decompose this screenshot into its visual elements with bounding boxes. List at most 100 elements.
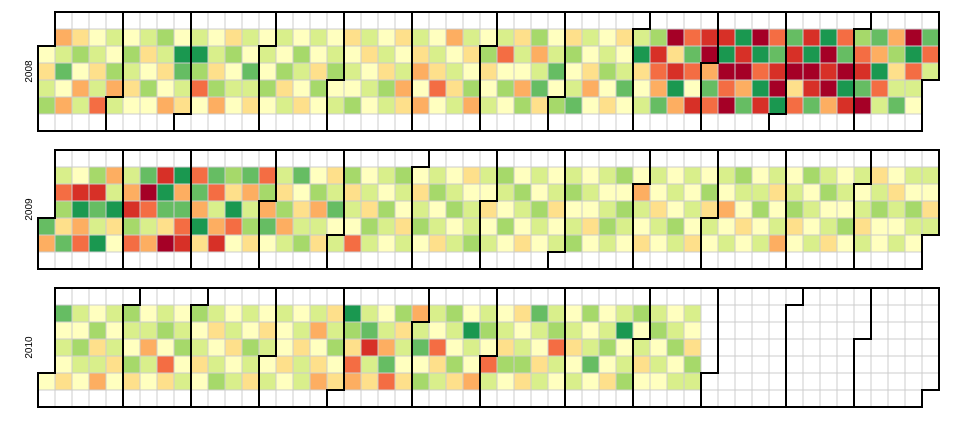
day-cell (88, 287, 107, 306)
day-cell (479, 355, 498, 374)
day-cell (139, 79, 158, 98)
day-cell (54, 372, 73, 391)
day-cell (496, 372, 515, 391)
day-cell (921, 372, 940, 391)
day-cell (819, 304, 838, 323)
day-cell (887, 96, 906, 115)
day-cell (513, 96, 532, 115)
day-cell (666, 62, 685, 81)
day-cell (513, 79, 532, 98)
day-cell (564, 251, 583, 270)
day-cell (921, 287, 940, 306)
day-cell (292, 28, 311, 47)
day-cell (921, 355, 940, 374)
day-cell (598, 234, 617, 253)
day-cell (666, 79, 685, 98)
day-cell (54, 355, 73, 374)
day-cell (615, 183, 634, 202)
day-cell (870, 389, 889, 408)
day-cell (445, 321, 464, 340)
day-cell (343, 304, 362, 323)
day-cell (207, 11, 226, 30)
day-cell (377, 166, 396, 185)
day-cell (479, 183, 498, 202)
day-cell (581, 338, 600, 357)
day-cell (479, 79, 498, 98)
day-cell (105, 62, 124, 81)
day-cell (377, 389, 396, 408)
day-cell (632, 234, 651, 253)
day-cell (207, 217, 226, 236)
day-cell (649, 355, 668, 374)
day-cell (717, 149, 736, 168)
day-cell (598, 338, 617, 357)
day-cell (258, 251, 277, 270)
day-cell (411, 287, 430, 306)
day-cell (615, 45, 634, 64)
day-cell (54, 45, 73, 64)
day-cell (904, 217, 923, 236)
day-cell (241, 28, 260, 47)
day-cell (292, 200, 311, 219)
day-cell (819, 62, 838, 81)
day-cell (768, 113, 787, 132)
day-cell (343, 28, 362, 47)
day-cell (683, 304, 702, 323)
day-cell (598, 389, 617, 408)
day-cell (785, 200, 804, 219)
day-cell (581, 355, 600, 374)
day-cell (326, 62, 345, 81)
day-cell (241, 79, 260, 98)
day-cell (156, 372, 175, 391)
day-cell (462, 200, 481, 219)
day-cell (734, 287, 753, 306)
day-cell (224, 389, 243, 408)
day-cell (768, 304, 787, 323)
day-cell (717, 321, 736, 340)
day-cell (241, 11, 260, 30)
day-cell (428, 287, 447, 306)
day-cell (632, 338, 651, 357)
day-cell (326, 321, 345, 340)
day-cell (377, 79, 396, 98)
day-cell (751, 96, 770, 115)
day-cell (207, 149, 226, 168)
day-cell (734, 355, 753, 374)
day-cell (547, 304, 566, 323)
day-cell (54, 183, 73, 202)
day-cell (207, 338, 226, 357)
day-cell (802, 79, 821, 98)
day-cell (547, 11, 566, 30)
day-cell (462, 45, 481, 64)
day-cell (105, 372, 124, 391)
day-cell (496, 28, 515, 47)
day-cell (581, 234, 600, 253)
day-cell (411, 183, 430, 202)
day-cell (581, 217, 600, 236)
day-cell (615, 79, 634, 98)
day-cell (785, 113, 804, 132)
day-cell (360, 166, 379, 185)
day-cell (275, 251, 294, 270)
day-cell (71, 304, 90, 323)
day-cell (224, 304, 243, 323)
day-cell (734, 96, 753, 115)
day-cell (445, 338, 464, 357)
day-cell (292, 149, 311, 168)
day-cell (683, 389, 702, 408)
day-cell (802, 28, 821, 47)
day-cell (717, 113, 736, 132)
day-cell (156, 62, 175, 81)
day-cell (649, 11, 668, 30)
day-cell (530, 234, 549, 253)
day-cell (836, 355, 855, 374)
day-cell (683, 287, 702, 306)
day-cell (54, 338, 73, 357)
day-cell (377, 251, 396, 270)
day-cell (258, 217, 277, 236)
day-cell (88, 62, 107, 81)
day-cell (156, 338, 175, 357)
day-cell (530, 338, 549, 357)
day-cell (785, 183, 804, 202)
day-cell (394, 183, 413, 202)
